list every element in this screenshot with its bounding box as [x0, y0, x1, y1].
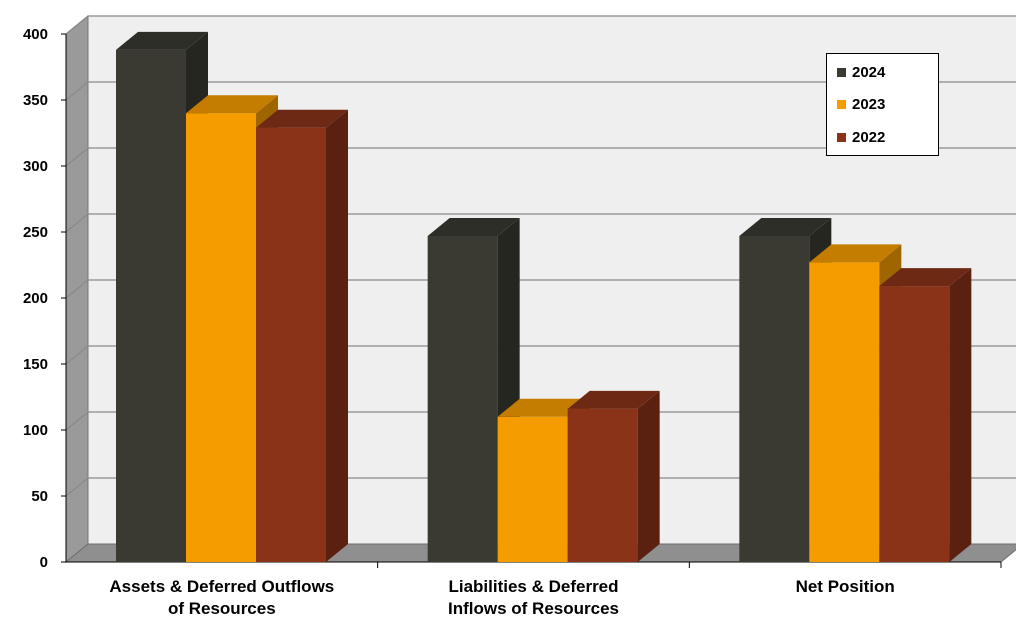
- bar-2024-front: [427, 235, 498, 562]
- legend-item-2022: 2022: [837, 128, 885, 146]
- x-category-label: Inflows of Resources: [448, 599, 619, 617]
- gridline: [65, 81, 1016, 101]
- bar-2022-side: [637, 390, 660, 562]
- y-tick-label: 250: [23, 224, 48, 241]
- bar-2022-top: [256, 109, 348, 128]
- bar-2024-top: [739, 217, 832, 236]
- y-tick-label: 400: [23, 26, 48, 43]
- x-category-label: Net Position: [796, 577, 895, 596]
- bar-2024-top: [427, 217, 520, 236]
- bar-2024-top: [116, 31, 208, 50]
- bar-2022-front: [256, 127, 326, 562]
- bar-2022-top: [879, 268, 972, 287]
- y-tick-label: 150: [23, 356, 48, 373]
- gridline: [65, 411, 1016, 431]
- bar-2023-top: [497, 398, 590, 417]
- bar-2022-side: [326, 109, 348, 562]
- gridline: [65, 477, 1016, 497]
- legend-swatch-2023: [837, 99, 846, 109]
- gridline: [65, 279, 1016, 299]
- bar-2022-front: [567, 408, 638, 562]
- legend-label-2024: 2024: [852, 63, 886, 81]
- bar-2023-top: [186, 95, 278, 114]
- bar-2023-front: [497, 416, 568, 562]
- legend-item-2023: 2023: [837, 95, 885, 113]
- legend-label-2023: 2023: [852, 95, 886, 113]
- bar-2022-front: [879, 286, 950, 562]
- y-tick-label: 350: [23, 92, 48, 109]
- bar-2022-top: [567, 390, 660, 409]
- legend-swatch-2024: [837, 67, 846, 77]
- legend-label-2022: 2022: [852, 128, 886, 146]
- x-category-label: Liabilities & Deferred: [448, 577, 618, 596]
- gridline: [65, 213, 1016, 233]
- bar-2024-front: [739, 235, 810, 562]
- bar-2024-front: [116, 49, 186, 562]
- y-tick-label: 100: [23, 422, 48, 439]
- y-tick-label: 50: [31, 488, 48, 505]
- gridline: [65, 345, 1016, 365]
- x-category-label: Assets & Deferred Outflows: [109, 577, 334, 596]
- bar-2023-front: [809, 262, 880, 562]
- y-tick-label: 200: [23, 290, 48, 307]
- x-category-label: of Resources: [168, 599, 276, 617]
- bar-2023-front: [186, 113, 256, 562]
- legend: 2024 2023 2022: [826, 53, 939, 156]
- y-tick-label: 0: [40, 554, 48, 571]
- bar-2023-top: [809, 244, 902, 263]
- gridline: [65, 15, 1016, 35]
- legend-item-2024: 2024: [837, 63, 885, 81]
- gridline: [65, 147, 1016, 167]
- legend-swatch-2022: [837, 132, 846, 142]
- bar-2022-side: [949, 268, 972, 562]
- y-tick-label: 300: [23, 158, 48, 175]
